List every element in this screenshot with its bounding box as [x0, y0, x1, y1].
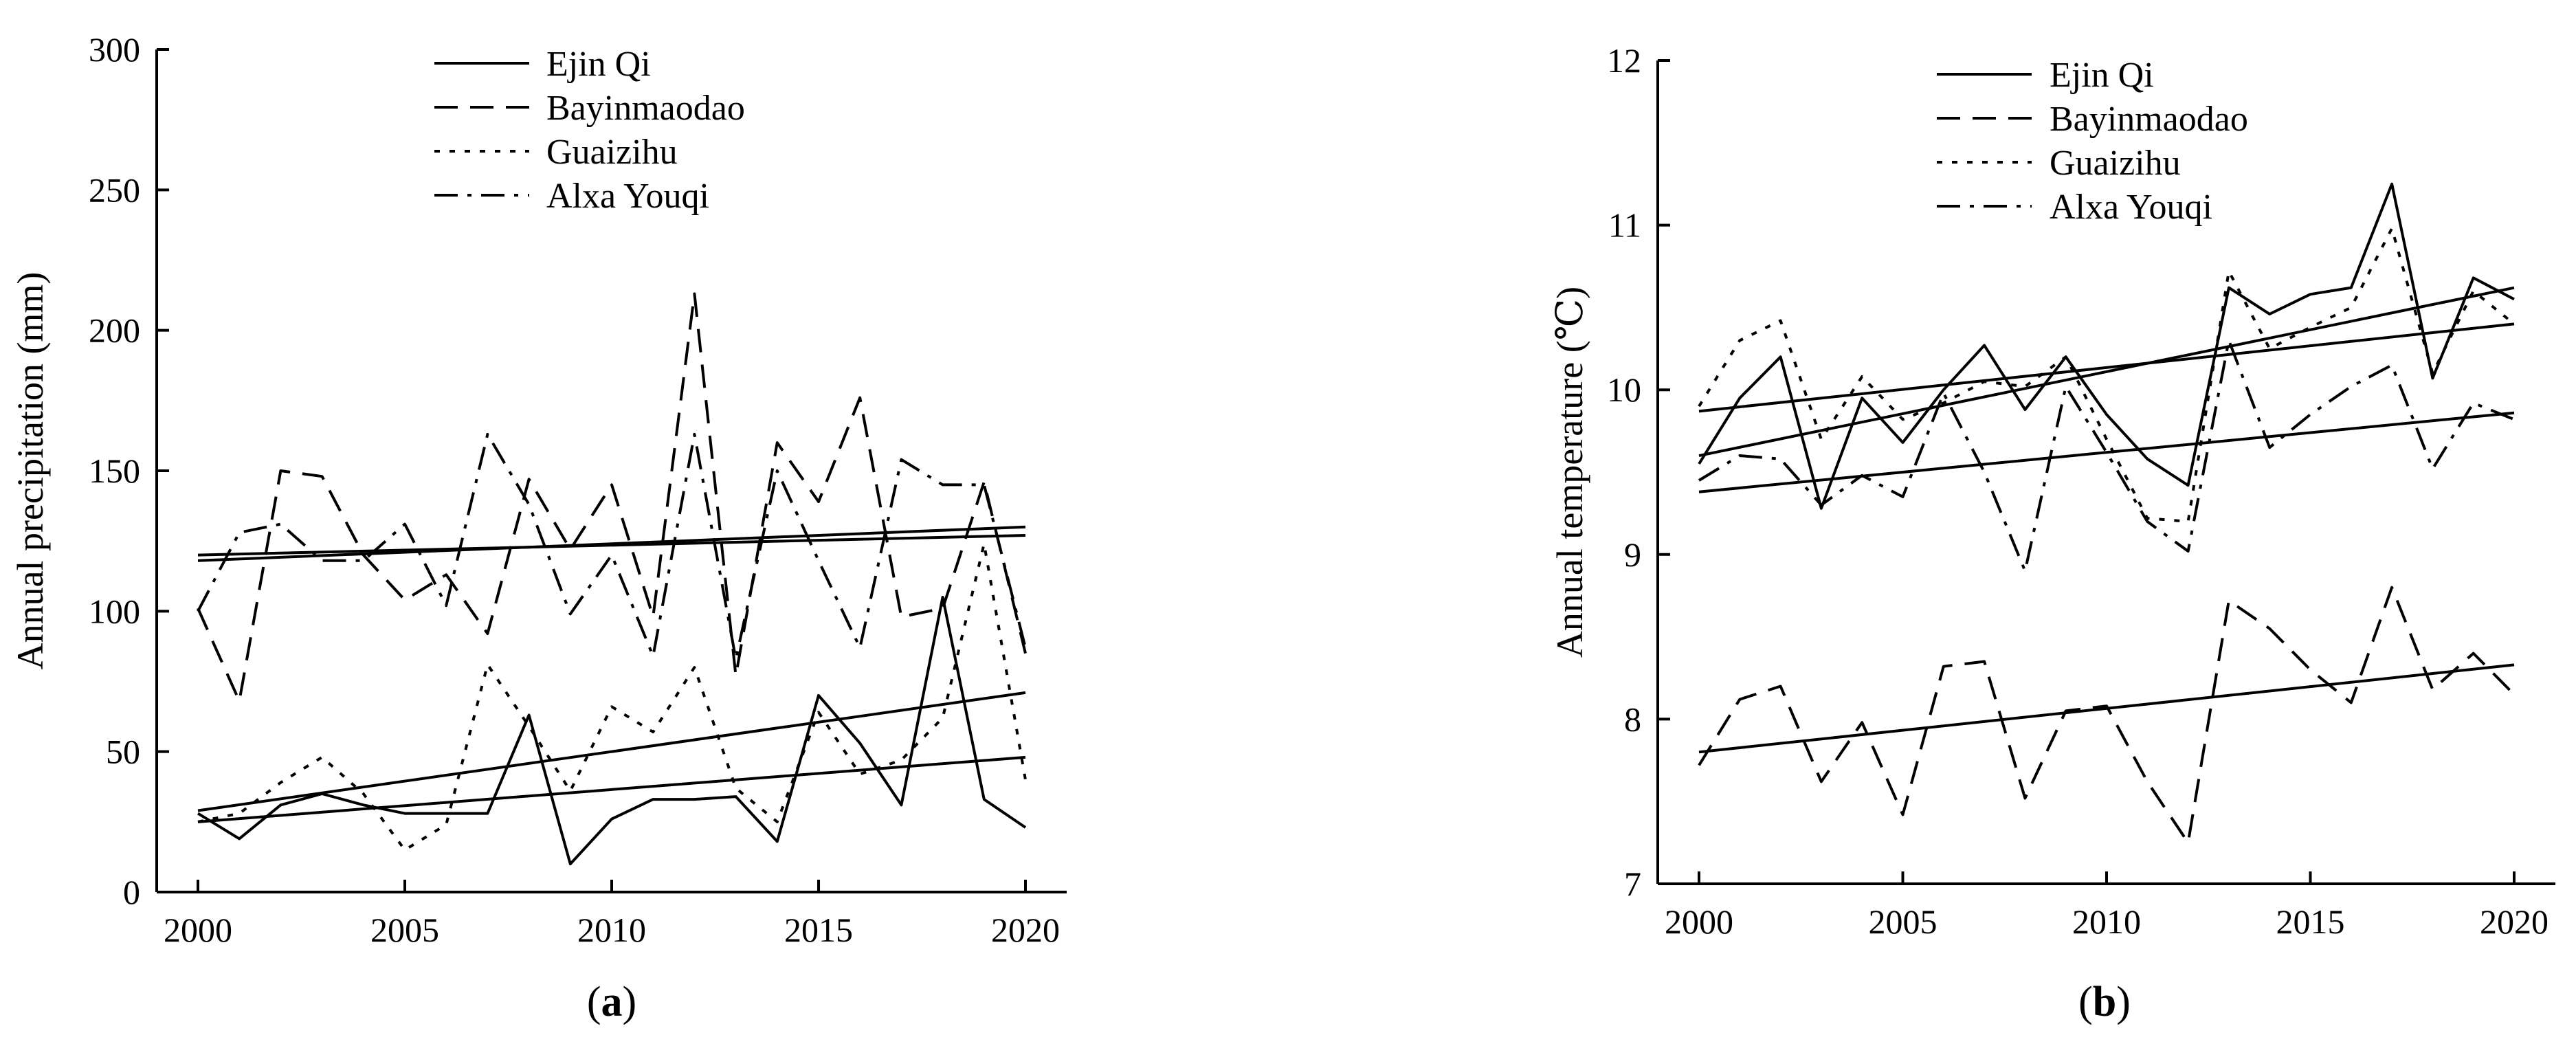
b-y-tick-label: 7	[1624, 865, 1641, 903]
a-y-tick-label: 150	[89, 452, 140, 490]
b-series-alxa-youqi	[1698, 339, 2515, 572]
a-x-tick-label: 2015	[784, 911, 853, 949]
b-series-guaizihu	[1698, 227, 2516, 523]
a-series-alxa-youqi	[197, 432, 1027, 660]
a-legend-label: Guaizihu	[546, 133, 678, 172]
a-x-tick-label: 2010	[577, 911, 646, 949]
b-x-tick-label: 2020	[2480, 902, 2549, 941]
b-series-ejin-qi	[1698, 182, 2515, 510]
b-trendline-ejin-qi	[1698, 286, 2515, 457]
b-caption-part: )	[2116, 979, 2131, 1025]
a-y-tick-label: 100	[89, 592, 140, 630]
a-legend-label: Bayinmaodao	[546, 89, 745, 128]
b-x-tick-label: 2000	[1665, 902, 1733, 941]
a-series-ejin-qi	[197, 595, 1027, 866]
a-y-axis-label: Annual precipitation (mm)	[10, 272, 51, 670]
b-legend-label: Bayinmaodao	[2050, 100, 2248, 139]
b-y-tick-label: 12	[1607, 41, 1641, 80]
a-caption-part: )	[623, 979, 637, 1025]
b-x-tick-label: 2005	[1869, 902, 1937, 941]
b-panel-caption: (b)	[2078, 979, 2131, 1025]
b-y-tick-label: 10	[1607, 370, 1641, 409]
a-trendline-alxa-youqi	[197, 533, 1026, 557]
b-y-tick-label: 11	[1608, 206, 1641, 245]
a-caption-part: (	[587, 979, 601, 1025]
b-y-tick-label: 9	[1624, 535, 1641, 574]
a-series-bayinmaodao	[197, 292, 1027, 703]
a-y-tick-label: 250	[89, 170, 140, 209]
b-caption-part: b	[2093, 979, 2116, 1025]
b-series-bayinmaodao	[1698, 586, 2516, 845]
a-panel-caption: (a)	[587, 979, 636, 1025]
b-trendline-alxa-youqi	[1698, 411, 2515, 493]
b-x-tick-label: 2015	[2276, 902, 2345, 941]
b-trendline-guaizihu	[1698, 322, 2515, 413]
b-y-tick-label: 8	[1624, 700, 1641, 738]
a-y-tick-label: 50	[106, 733, 140, 771]
a-legend-label: Ejin Qi	[546, 45, 651, 84]
a-caption-part: a	[601, 979, 623, 1025]
a-legend-label: Alxa Youqi	[546, 177, 709, 216]
a-trendline-ejin-qi	[197, 755, 1026, 823]
panel-a-precipitation: 0 50 100 150 200 250 300 2000 2005 2010 2015 2020 An…	[10, 30, 1067, 1025]
b-caption-part: (	[2078, 979, 2093, 1025]
b-legend-label: Ejin Qi	[2050, 56, 2154, 95]
a-y-tick-label: 0	[123, 873, 140, 911]
a-y-tick-label: 200	[89, 311, 140, 350]
a-series-guaizihu	[197, 542, 1027, 852]
a-x-tick-label: 2005	[370, 911, 439, 949]
a-x-tick-label: 2020	[991, 911, 1060, 949]
a-x-tick-label: 2000	[164, 911, 232, 949]
a-y-tick-label: 300	[89, 30, 140, 69]
b-legend-label: Guaizihu	[2050, 144, 2181, 183]
b-legend-label: Alxa Youqi	[2050, 188, 2212, 227]
b-x-tick-label: 2010	[2072, 902, 2141, 941]
a-trendline-guaizihu	[197, 691, 1026, 812]
panel-b-temperature: 7 8 9 10 11 12 2000 2005 2010 2015 2020 Annual temp…	[1549, 41, 2555, 1025]
a-trendline-bayinmaodao	[197, 525, 1026, 562]
b-y-axis-label: Annual temperature (℃)	[1549, 287, 1590, 658]
